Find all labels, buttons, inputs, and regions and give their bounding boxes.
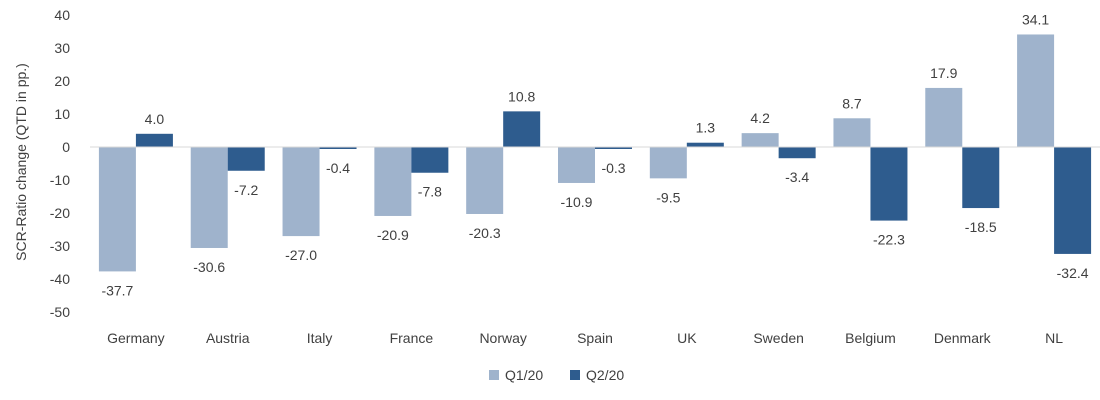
x-axis: Germany Austria Italy France Norway Spain UK Sw… [107,330,1063,346]
data-label: 4.0 [145,111,165,127]
legend-label-q2: Q2/20 [586,367,624,383]
x-category-label: Denmark [934,330,992,346]
y-tick-label: 20 [54,73,70,89]
bar-q2-sweden [778,147,816,159]
bar-q1-uk [649,147,687,179]
x-category-label: Germany [107,330,165,346]
legend-swatch-q2 [570,370,580,380]
data-label: -9.5 [656,189,680,205]
data-label: -37.7 [101,282,133,298]
data-label: -7.2 [234,182,258,198]
bar-q2-nl [1054,147,1092,254]
data-label: 34.1 [1022,11,1049,27]
data-label: -32.4 [1057,265,1089,281]
bar-q1-france [374,147,412,216]
data-label: 4.2 [750,110,770,126]
x-category-label: Belgium [845,330,896,346]
x-category-label: Italy [307,330,333,346]
data-label: -7.8 [418,184,442,200]
data-label: -0.4 [326,160,350,176]
bar-q1-spain [558,147,595,183]
data-label: -20.3 [469,225,501,241]
bar-q2-france [411,147,449,173]
bar-q1-austria [190,147,228,248]
bar-q1-denmark [925,87,963,147]
data-label: -0.3 [601,160,625,176]
legend-swatch-q1 [489,370,499,380]
y-tick-label: -20 [50,205,70,221]
data-label: 10.8 [508,88,535,104]
y-tick-label: -10 [50,172,70,188]
y-tick-label: 40 [54,7,70,23]
bar-q2-denmark [962,147,1000,209]
y-tick-label: -50 [50,304,70,320]
legend: Q1/20 Q2/20 [489,367,624,383]
x-category-label: NL [1045,330,1063,346]
bar-q1-nl [1017,34,1055,147]
bar-q2-germany [135,133,173,147]
bar-q1-germany [98,147,136,272]
y-axis-label: SCR-Ratio change (QTD in pp.) [13,63,29,261]
bar-q2-austria [227,147,265,171]
x-category-label: France [390,330,434,346]
bar-q2-spain [595,147,632,149]
x-category-label: Spain [577,330,613,346]
data-label: -30.6 [193,259,225,275]
bar-q2-norway [503,111,541,147]
y-tick-label: 30 [54,40,70,56]
bar-q1-belgium [833,118,871,147]
x-category-label: Norway [479,330,526,346]
data-label: -27.0 [285,247,317,263]
data-label: 1.3 [696,120,716,136]
bar-q1-norway [466,147,504,214]
bar-q2-italy [319,147,357,149]
y-tick-label: -40 [50,271,70,287]
legend-label-q1: Q1/20 [505,367,543,383]
data-label: -3.4 [785,169,809,185]
data-label: -18.5 [965,219,997,235]
x-category-label: Austria [206,330,250,346]
bar-q1-sweden [741,133,779,147]
x-category-label: UK [677,330,697,346]
plot-area [98,34,1092,272]
x-category-label: Sweden [753,330,804,346]
y-tick-label: -30 [50,238,70,254]
data-label: -10.9 [561,194,593,210]
y-axis: 40 30 20 10 0 -10 -20 -30 -40 -50 [50,7,70,320]
data-label: -22.3 [873,232,905,248]
bar-q1-italy [282,147,320,237]
data-label: 8.7 [842,95,862,111]
bar-q2-uk [686,142,724,147]
data-label: -20.9 [377,227,409,243]
bar-q2-belgium [870,147,908,221]
data-labels: -37.7 4.0 -30.6 -7.2 -27.0 -0.4 -20.9 -7.8 -20.3… [101,11,1088,298]
y-tick-label: 10 [54,106,70,122]
data-label: 17.9 [930,65,957,81]
y-tick-label: 0 [62,139,70,155]
